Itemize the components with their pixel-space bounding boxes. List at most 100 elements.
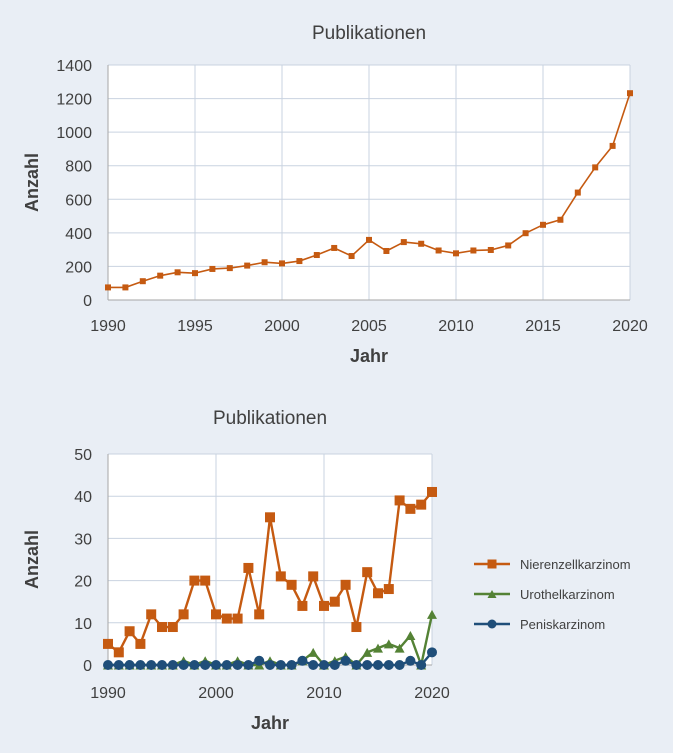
data-point	[557, 216, 564, 223]
data-point	[189, 575, 200, 586]
x-tick-label: 2005	[351, 318, 387, 335]
y-tick-label: 10	[74, 616, 92, 633]
y-tick-label: 200	[65, 259, 92, 276]
data-point	[103, 660, 113, 670]
data-point	[308, 647, 319, 657]
data-point	[405, 503, 416, 514]
data-point	[362, 567, 373, 578]
x-tick-label: 1990	[90, 685, 126, 702]
data-point	[124, 660, 135, 670]
data-point	[174, 269, 181, 276]
data-point	[232, 613, 243, 624]
data-point	[373, 643, 383, 653]
data-point	[592, 164, 599, 171]
data-point	[167, 660, 178, 670]
series-nierenzellkarzinom	[103, 486, 437, 658]
data-point	[209, 265, 216, 272]
data-point	[394, 660, 405, 670]
x-tick-label: 1990	[90, 318, 126, 335]
data-point	[394, 495, 405, 506]
data-point	[135, 638, 146, 649]
data-point	[200, 660, 211, 670]
data-point	[340, 655, 351, 666]
data-point	[609, 142, 616, 149]
data-point	[286, 579, 297, 590]
data-point	[221, 660, 232, 670]
legend-label: Nierenzellkarzinom	[520, 557, 631, 572]
data-point	[308, 660, 319, 670]
y-tick-label: 30	[74, 531, 92, 548]
data-point	[400, 239, 407, 246]
y-tick-label: 20	[74, 574, 92, 591]
series-peniskarzinom	[103, 647, 437, 670]
legend-marker	[487, 619, 497, 629]
plot-area	[108, 454, 432, 665]
data-point	[124, 626, 135, 637]
x-axis-label: Jahr	[251, 713, 289, 733]
data-point	[366, 236, 372, 243]
data-point	[329, 596, 340, 607]
data-point	[275, 660, 286, 670]
data-point	[189, 660, 200, 670]
data-point	[122, 284, 129, 291]
data-point	[522, 230, 529, 237]
data-point	[286, 660, 297, 670]
data-point	[113, 647, 124, 658]
legend: Nierenzellkarzinom Urothelkarzinom Peniska…	[474, 557, 631, 632]
x-tick-label: 2015	[525, 318, 561, 335]
data-point	[540, 221, 546, 228]
y-tick-label: 40	[74, 489, 92, 506]
data-point	[435, 247, 442, 254]
data-point	[351, 622, 362, 633]
data-point	[265, 512, 275, 523]
data-point	[178, 609, 189, 620]
y-tick-label: 400	[65, 226, 92, 243]
data-point	[265, 660, 275, 670]
chart-title: Publikationen	[213, 408, 327, 429]
data-point	[373, 660, 383, 670]
data-point	[329, 660, 340, 670]
y-tick-label: 1000	[56, 125, 92, 142]
x-tick-label: 2010	[438, 318, 474, 335]
data-point	[362, 660, 373, 670]
data-point	[192, 270, 198, 277]
data-point	[351, 660, 362, 670]
data-point	[275, 571, 286, 582]
data-point	[383, 660, 394, 670]
data-point	[135, 660, 146, 670]
data-point	[373, 588, 383, 599]
data-point	[340, 579, 351, 590]
data-point	[505, 242, 512, 249]
data-point	[427, 647, 437, 658]
y-axis-label: Anzahl	[22, 530, 42, 589]
data-point	[319, 600, 329, 611]
data-point	[261, 259, 268, 266]
chart-2: 0 10 20 30 40 50 1990 2000 2010 2020 Publikationen…	[22, 408, 631, 733]
y-tick-label: 800	[65, 159, 92, 176]
data-point	[146, 609, 157, 620]
data-point	[427, 609, 437, 619]
data-point	[405, 630, 416, 640]
data-point	[139, 278, 146, 285]
chart-1: 0 200 400 600 800 1000 1200 1400 1990 1995 2000 200…	[22, 23, 648, 366]
data-point	[243, 660, 254, 670]
y-axis-label: Anzahl	[22, 153, 42, 212]
data-point	[105, 284, 111, 291]
y-tick-label: 600	[65, 192, 92, 209]
y-tick-label: 0	[83, 658, 92, 675]
x-tick-label: 2020	[414, 685, 450, 702]
data-point	[470, 247, 477, 254]
y-tick-label: 50	[74, 447, 92, 464]
data-point	[243, 562, 254, 573]
data-point	[167, 622, 178, 633]
data-point	[211, 609, 221, 620]
data-point	[157, 660, 167, 670]
data-point	[453, 250, 459, 257]
data-point	[308, 571, 319, 582]
chart-title: Publikationen	[312, 23, 426, 44]
x-tick-label: 2020	[612, 318, 648, 335]
data-point	[383, 584, 394, 595]
data-point	[254, 655, 265, 666]
